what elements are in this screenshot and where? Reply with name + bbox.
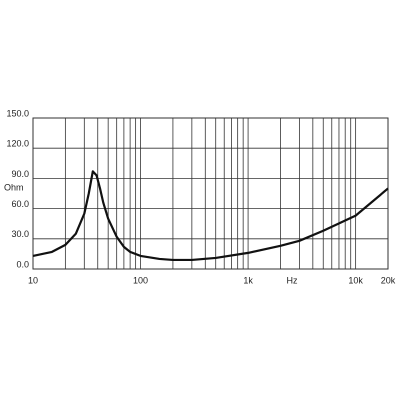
x-axis-label: Hz [287,275,298,285]
y-tick-label: 120.0 [6,139,29,149]
y-axis-label: Ohm [4,182,24,192]
impedance-curve [32,170,389,262]
x-tick-label: 10 [28,275,38,285]
y-tick-label: 0.0 [16,259,29,269]
y-tick-label: 60.0 [11,199,29,209]
y-tick-label: 150.0 [6,108,29,118]
y-tick-label: 30.0 [11,229,29,239]
y-tick-label: 90.0 [11,169,29,179]
x-tick-label: 20k [381,275,396,285]
plot-frame [32,117,389,270]
x-tick-label: 10k [348,275,363,285]
x-tick-label: 100 [133,275,148,285]
x-tick-label: 1k [243,275,253,285]
